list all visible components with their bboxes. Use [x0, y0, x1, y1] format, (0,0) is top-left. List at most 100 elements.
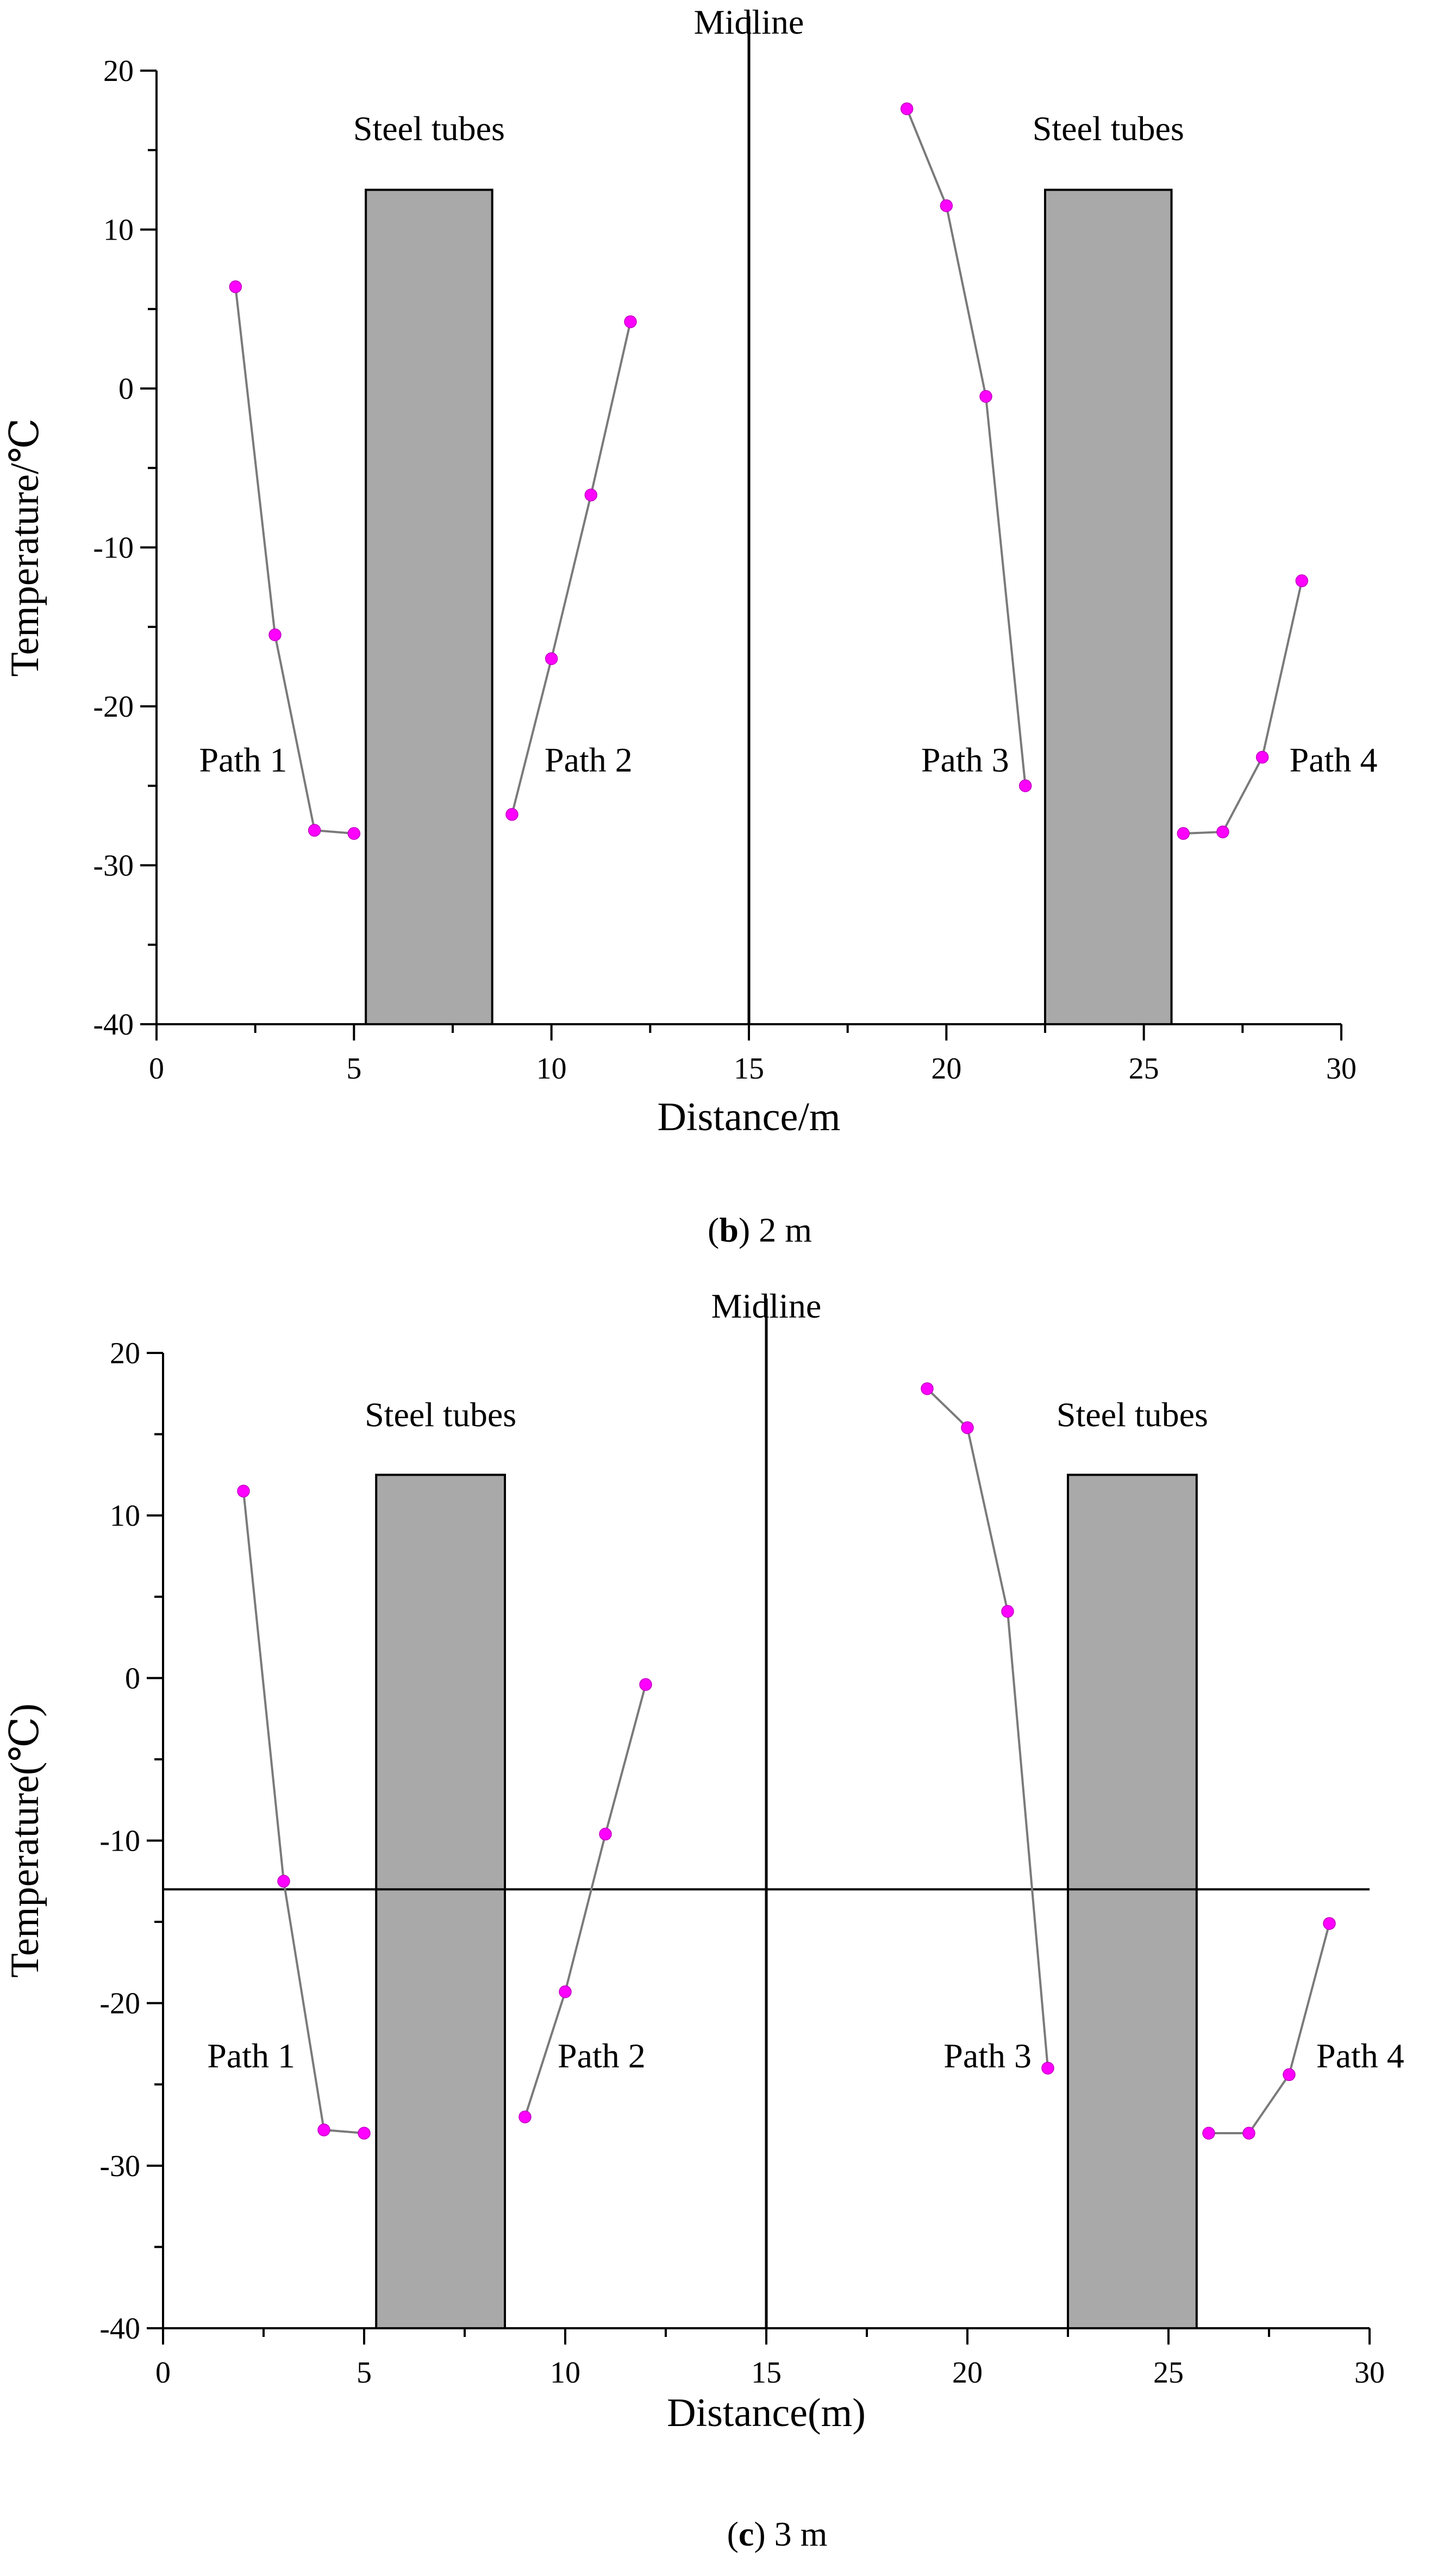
path-label: Path 4 — [1316, 2036, 1404, 2075]
steel-tubes-label: Steel tubes — [1033, 109, 1184, 148]
data-point — [979, 390, 992, 403]
y-tick-label: -30 — [99, 2149, 140, 2183]
data-point — [505, 808, 518, 821]
caption-open-paren: ( — [727, 2515, 739, 2553]
midline-label: Midline — [711, 1287, 822, 1325]
x-tick-label: 15 — [734, 1052, 764, 1086]
data-point — [940, 199, 953, 212]
data-point — [900, 102, 914, 115]
steel-tube-rect — [365, 189, 493, 1025]
x-axis-title: Distance/m — [657, 1095, 840, 1139]
data-point — [268, 628, 282, 642]
series-line-path-1 — [242, 1491, 365, 2134]
steel-tube-rect — [1044, 189, 1173, 1025]
x-tick-label: 0 — [149, 1052, 164, 1086]
series-line-path-3 — [926, 1388, 1049, 2069]
steel-tubes-label: Steel tubes — [1057, 1395, 1208, 1434]
midline-label: Midline — [694, 3, 804, 41]
data-point — [1001, 1604, 1014, 1618]
data-point — [308, 824, 321, 837]
x-tick-label: 25 — [1129, 1052, 1159, 1086]
x-tick-label: 10 — [550, 2356, 580, 2390]
y-tick-label: 10 — [103, 214, 134, 247]
chart-panel-c: Steel tubes Steel tubes Midline -40 -30 -20 -1… — [3, 1287, 1404, 2553]
data-point — [1216, 825, 1229, 838]
y-axis-title: Temperature/℃ — [3, 418, 47, 676]
data-point — [639, 1678, 652, 1691]
path-label: Path 2 — [558, 2036, 646, 2075]
chart-panel-b: Steel tubes Steel tubes Midline -40 -30 -20 -1… — [3, 3, 1377, 1249]
series-line-path-1 — [234, 286, 354, 835]
y-tick-label: -10 — [93, 531, 134, 565]
data-point — [599, 1827, 612, 1841]
caption-close-paren: ) — [739, 1211, 750, 1249]
data-point — [545, 652, 558, 665]
data-point — [1295, 574, 1309, 587]
caption-text: 2 m — [750, 1211, 812, 1249]
steel-tube-rect — [1067, 1474, 1198, 2329]
caption-letter: b — [719, 1211, 739, 1249]
data-point — [1177, 827, 1190, 840]
x-tick-label: 25 — [1153, 2356, 1184, 2390]
x-tick-label: 15 — [751, 2356, 782, 2390]
data-point — [347, 827, 361, 840]
path-label: Path 3 — [921, 741, 1009, 779]
data-point — [317, 2123, 330, 2136]
series-line-path-4 — [1183, 580, 1303, 835]
y-tick-label: 10 — [110, 1499, 140, 1533]
caption-text: 3 m — [766, 2515, 828, 2553]
y-axis-title: Temperature(℃) — [3, 1703, 47, 1978]
data-point — [229, 280, 242, 293]
data-point — [624, 315, 637, 328]
path-label: Path 4 — [1290, 741, 1378, 779]
data-point — [1242, 2127, 1255, 2140]
y-tick-label: -10 — [99, 1825, 140, 1858]
data-point — [559, 1985, 572, 1998]
x-tick-label: 0 — [155, 2356, 171, 2390]
series-line-path-2 — [524, 1684, 647, 2117]
path-label: Path 3 — [943, 2036, 1032, 2075]
steel-tubes-label: Steel tubes — [353, 109, 505, 148]
data-point — [584, 488, 598, 502]
series-line-path-4 — [1209, 1923, 1330, 2134]
data-point — [518, 2110, 532, 2123]
path-label: Path 1 — [207, 2036, 295, 2075]
x-tick-label: 30 — [1354, 2356, 1385, 2390]
data-point — [237, 1484, 250, 1498]
x-tick-label: 10 — [536, 1052, 567, 1086]
steel-tube-rect — [375, 1474, 507, 2329]
x-tick-label: 20 — [952, 2356, 983, 2390]
data-point — [1283, 2068, 1296, 2082]
x-tick-label: 5 — [357, 2356, 372, 2390]
y-tick-label: 0 — [125, 1662, 140, 1695]
panel-caption: (b) 2 m — [708, 1211, 812, 1249]
y-tick-label: 0 — [118, 372, 134, 406]
data-point — [277, 1875, 290, 1888]
data-point — [1255, 750, 1269, 764]
data-point — [1323, 1917, 1336, 1930]
caption-letter: c — [739, 2515, 754, 2553]
data-point — [921, 1382, 934, 1395]
panel-caption: (c) 3 m — [727, 2515, 828, 2553]
series-line-path-2 — [511, 321, 632, 815]
y-tick-label: -40 — [93, 1008, 134, 1042]
x-axis-title: Distance(m) — [667, 2391, 866, 2435]
path-label: Path 2 — [545, 741, 633, 779]
y-tick-label: -20 — [99, 1987, 140, 2021]
steel-tubes-label: Steel tubes — [365, 1395, 516, 1434]
series-line-path-3 — [905, 108, 1027, 786]
x-tick-label: 30 — [1326, 1052, 1357, 1086]
caption-close-paren: ) — [754, 2515, 765, 2553]
caption-open-paren: ( — [708, 1211, 719, 1249]
data-point — [1018, 779, 1032, 792]
y-tick-label: -40 — [99, 2312, 140, 2346]
y-tick-label: 20 — [110, 1337, 140, 1370]
x-tick-label: 5 — [346, 1052, 361, 1086]
data-point — [358, 2127, 371, 2140]
y-tick-label: -30 — [93, 849, 134, 883]
y-tick-label: -20 — [93, 690, 134, 724]
data-point — [1041, 2061, 1054, 2075]
x-tick-label: 20 — [931, 1052, 961, 1086]
data-point — [961, 1421, 974, 1434]
